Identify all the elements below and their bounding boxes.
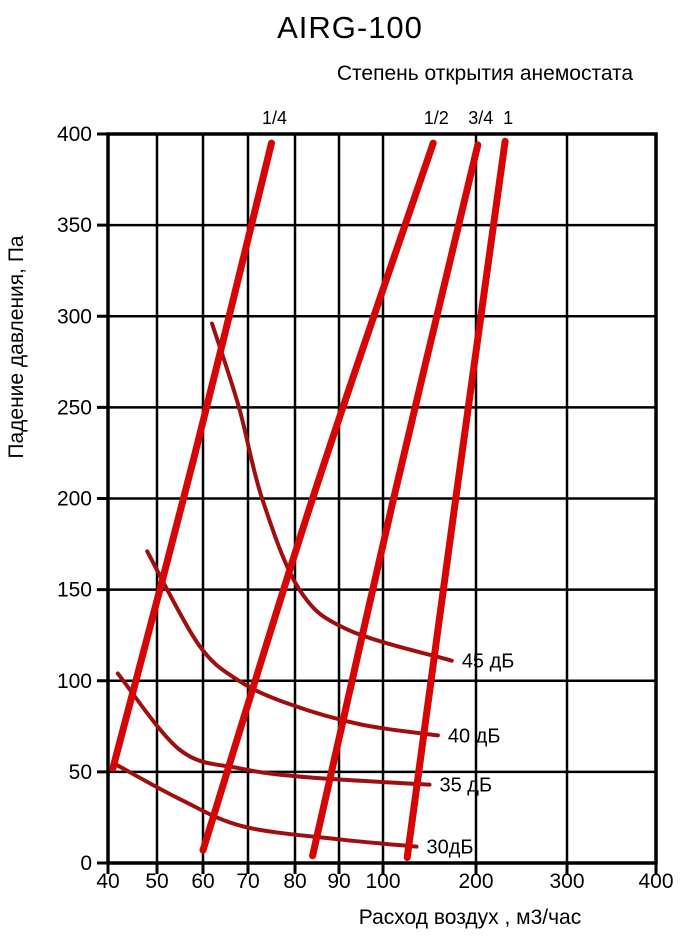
- y-tick-label: 50: [69, 761, 92, 784]
- opening-curve: [199, 139, 437, 854]
- x-tick-label: 50: [145, 870, 168, 893]
- db-label: 45 дБ: [462, 651, 515, 673]
- y-tick-label: 100: [57, 670, 92, 693]
- db-label: 40 дБ: [448, 725, 501, 747]
- page-title: AIRG-100: [277, 10, 423, 45]
- db-label: 30дБ: [426, 837, 473, 859]
- opening-curve: [309, 141, 482, 860]
- y-tick-label: 300: [57, 305, 92, 328]
- y-tick-label: 250: [57, 396, 92, 419]
- x-tick-label: 60: [191, 870, 214, 893]
- noise-curve: [145, 549, 440, 738]
- y-tick-label: 200: [57, 488, 92, 511]
- x-tick-label: 300: [549, 870, 584, 893]
- opening-label: 1/4: [262, 108, 287, 128]
- x-tick-label: 70: [236, 870, 259, 893]
- noise-curve: [110, 760, 419, 849]
- opening-curve: [403, 137, 509, 861]
- opening-label: 3/4: [468, 108, 493, 128]
- x-axis-title: Расход воздух , м3/час: [358, 906, 582, 929]
- x-tick-label: 80: [283, 870, 306, 893]
- x-tick-label: 400: [638, 870, 673, 893]
- y-tick-label: 400: [57, 123, 92, 146]
- x-tick-label: 90: [327, 870, 350, 893]
- x-tick-label: 40: [96, 870, 119, 893]
- y-tick-label: 150: [57, 579, 92, 602]
- opening-label: 1/2: [424, 108, 449, 128]
- legend-title: Степень открытия анемостата: [336, 62, 634, 85]
- y-tick-label: 0: [80, 852, 92, 875]
- y-tick-label: 350: [57, 214, 92, 237]
- opening-label: 1: [503, 108, 513, 128]
- y-axis-title: Падение давления, Па: [5, 235, 28, 459]
- db-label: 35 дБ: [440, 775, 493, 797]
- noise-curve: [115, 671, 432, 787]
- x-tick-label: 200: [458, 870, 493, 893]
- opening-curve: [109, 139, 275, 772]
- x-tick-label: 100: [365, 870, 400, 893]
